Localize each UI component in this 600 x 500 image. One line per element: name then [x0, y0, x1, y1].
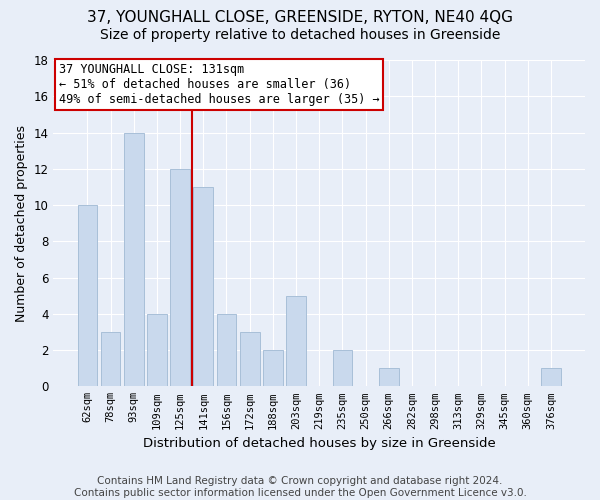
Bar	[147, 314, 167, 386]
Text: Contains HM Land Registry data © Crown copyright and database right 2024.
Contai: Contains HM Land Registry data © Crown c…	[74, 476, 526, 498]
Bar	[217, 314, 236, 386]
Text: 37, YOUNGHALL CLOSE, GREENSIDE, RYTON, NE40 4QG: 37, YOUNGHALL CLOSE, GREENSIDE, RYTON, N…	[87, 10, 513, 25]
X-axis label: Distribution of detached houses by size in Greenside: Distribution of detached houses by size …	[143, 437, 496, 450]
Bar	[379, 368, 398, 386]
Text: Size of property relative to detached houses in Greenside: Size of property relative to detached ho…	[100, 28, 500, 42]
Bar	[286, 296, 306, 386]
Bar	[263, 350, 283, 387]
Bar	[101, 332, 121, 386]
Bar	[77, 205, 97, 386]
Text: 37 YOUNGHALL CLOSE: 131sqm
← 51% of detached houses are smaller (36)
49% of semi: 37 YOUNGHALL CLOSE: 131sqm ← 51% of deta…	[59, 64, 379, 106]
Bar	[541, 368, 561, 386]
Bar	[124, 132, 143, 386]
Bar	[170, 169, 190, 386]
Y-axis label: Number of detached properties: Number of detached properties	[15, 124, 28, 322]
Bar	[332, 350, 352, 387]
Bar	[193, 187, 213, 386]
Bar	[240, 332, 260, 386]
